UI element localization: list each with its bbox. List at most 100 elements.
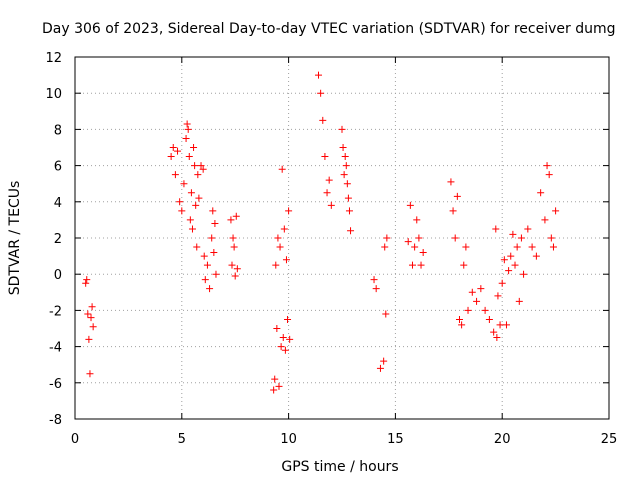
y-tick-label: 4 bbox=[54, 196, 62, 211]
plot-frame bbox=[74, 56, 610, 420]
data-point bbox=[174, 147, 182, 155]
data-point bbox=[493, 334, 501, 342]
data-point bbox=[84, 310, 92, 318]
data-point bbox=[419, 248, 427, 256]
data-point bbox=[383, 234, 391, 242]
data-point bbox=[209, 207, 217, 215]
data-point bbox=[229, 234, 237, 242]
data-point bbox=[272, 261, 280, 269]
data-point bbox=[193, 243, 201, 251]
data-point bbox=[376, 364, 384, 372]
data-point bbox=[447, 178, 455, 186]
data-point bbox=[464, 306, 472, 314]
data-point bbox=[271, 375, 279, 383]
data-point bbox=[230, 243, 238, 251]
data-point bbox=[415, 234, 423, 242]
data-point bbox=[279, 334, 287, 342]
data-point bbox=[89, 323, 97, 331]
y-tick-label: 10 bbox=[45, 87, 62, 102]
y-tick-label: -6 bbox=[49, 377, 62, 392]
y-tick-label: 2 bbox=[54, 232, 62, 247]
data-point bbox=[203, 261, 211, 269]
data-point bbox=[319, 116, 327, 124]
x-tick-label: 20 bbox=[494, 432, 511, 447]
y-tick-label: 8 bbox=[54, 123, 62, 138]
x-tick-label: 0 bbox=[71, 432, 79, 447]
data-point bbox=[458, 321, 466, 329]
data-point bbox=[449, 207, 457, 215]
data-point bbox=[211, 220, 219, 228]
data-point bbox=[517, 234, 525, 242]
data-point bbox=[547, 234, 555, 242]
data-point bbox=[338, 125, 346, 133]
data-point bbox=[315, 71, 323, 79]
data-point bbox=[413, 216, 421, 224]
data-point bbox=[180, 180, 188, 188]
data-point bbox=[167, 153, 175, 161]
data-point bbox=[500, 256, 508, 264]
data-point bbox=[524, 225, 532, 233]
data-point bbox=[462, 243, 470, 251]
data-point bbox=[344, 194, 352, 202]
data-point bbox=[171, 171, 179, 179]
data-point bbox=[280, 225, 288, 233]
data-point bbox=[473, 297, 481, 305]
data-point bbox=[505, 267, 513, 275]
data-point bbox=[481, 306, 489, 314]
data-point bbox=[460, 261, 468, 269]
data-point bbox=[183, 120, 191, 128]
data-point bbox=[532, 252, 540, 260]
data-point bbox=[186, 216, 194, 224]
data-point bbox=[87, 314, 95, 322]
data-point bbox=[325, 176, 333, 184]
data-point bbox=[345, 207, 353, 215]
data-point bbox=[270, 386, 278, 394]
data-point bbox=[227, 216, 235, 224]
data-point bbox=[411, 243, 419, 251]
data-point bbox=[187, 189, 195, 197]
data-point bbox=[327, 201, 335, 209]
data-point bbox=[468, 288, 476, 296]
data-point bbox=[86, 370, 94, 378]
x-tick-label: 15 bbox=[387, 432, 404, 447]
data-point bbox=[543, 162, 551, 170]
data-point bbox=[274, 234, 282, 242]
data-point bbox=[194, 171, 202, 179]
data-point bbox=[176, 198, 184, 206]
y-tick-label: 12 bbox=[45, 51, 62, 66]
data-point bbox=[528, 243, 536, 251]
data-point bbox=[507, 252, 515, 260]
data-point bbox=[282, 256, 290, 264]
y-tick-label: 0 bbox=[54, 268, 62, 283]
data-point bbox=[477, 285, 485, 293]
data-point bbox=[285, 207, 293, 215]
data-point bbox=[284, 315, 292, 323]
y-tick-label: 6 bbox=[54, 160, 62, 175]
data-point bbox=[197, 162, 205, 170]
data-point bbox=[485, 315, 493, 323]
chart-title: Day 306 of 2023, Sidereal Day-to-day VTE… bbox=[42, 21, 616, 37]
data-point bbox=[552, 207, 560, 215]
data-point bbox=[347, 227, 355, 235]
data-point bbox=[228, 261, 236, 269]
data-point bbox=[321, 153, 329, 161]
data-point bbox=[88, 303, 96, 311]
data-point bbox=[515, 297, 523, 305]
axis-ticks bbox=[74, 56, 610, 420]
data-point bbox=[191, 162, 199, 170]
data-point bbox=[184, 125, 192, 133]
data-point bbox=[492, 225, 500, 233]
x-tick-label: 25 bbox=[601, 432, 618, 447]
data-point bbox=[511, 261, 519, 269]
data-point bbox=[195, 194, 203, 202]
data-point bbox=[232, 212, 240, 220]
grid-lines bbox=[75, 57, 609, 419]
data-point bbox=[182, 134, 190, 142]
data-point bbox=[339, 144, 347, 151]
data-point bbox=[340, 171, 348, 179]
data-marks bbox=[82, 71, 560, 394]
data-point bbox=[520, 270, 528, 278]
data-point bbox=[286, 335, 294, 343]
data-point bbox=[192, 201, 200, 209]
data-point bbox=[210, 248, 218, 256]
